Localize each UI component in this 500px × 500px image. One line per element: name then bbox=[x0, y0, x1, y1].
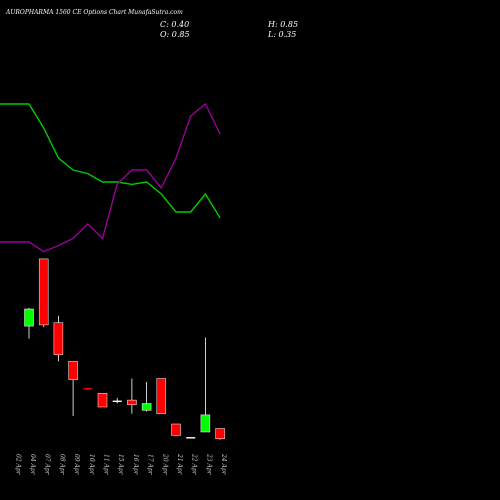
candle-body bbox=[83, 388, 93, 390]
candle-body bbox=[186, 437, 196, 439]
x-tick-label: 02 Apr bbox=[14, 454, 21, 476]
x-tick-label: 15 Apr bbox=[117, 454, 124, 476]
candles bbox=[24, 258, 225, 440]
candle bbox=[38, 258, 49, 328]
candle bbox=[53, 315, 64, 362]
x-axis-labels: 02 Apr 04 Apr 07 Apr 08 Apr 09 Apr 10 Apr 11 A… bbox=[14, 453, 227, 476]
x-tick-label: 04 Apr bbox=[29, 454, 36, 476]
x-tick-label: 09 Apr bbox=[73, 454, 80, 476]
x-tick-label: 20 Apr bbox=[161, 453, 168, 476]
candle-body bbox=[141, 403, 152, 411]
candle-body bbox=[171, 423, 181, 436]
x-tick-label: 16 Apr bbox=[132, 454, 139, 476]
candle-body bbox=[112, 400, 122, 402]
candle-body bbox=[68, 361, 78, 380]
candle bbox=[156, 378, 167, 415]
candle bbox=[186, 437, 196, 439]
high-value: H: 0.85 bbox=[268, 20, 299, 29]
x-tick-label: 07 Apr bbox=[44, 454, 51, 476]
candle-body bbox=[97, 393, 108, 408]
candle bbox=[112, 397, 122, 404]
candle bbox=[68, 361, 78, 416]
x-tick-label: 08 Apr bbox=[58, 454, 65, 476]
candle bbox=[83, 388, 93, 390]
open-value: O: 0.85 bbox=[160, 30, 190, 39]
candle-body bbox=[200, 414, 211, 433]
candle-body bbox=[156, 378, 167, 415]
x-tick-label: 10 Apr bbox=[88, 454, 95, 476]
x-tick-label: 17 Apr bbox=[147, 454, 154, 476]
candle bbox=[127, 378, 137, 414]
x-tick-label: 21 Apr bbox=[176, 453, 183, 476]
green-indicator-line bbox=[0, 103, 221, 219]
candle bbox=[200, 337, 211, 433]
candle bbox=[171, 423, 181, 436]
candle-body bbox=[215, 428, 225, 439]
x-tick-label: 11 Apr bbox=[103, 454, 110, 476]
close-value: C: 0.40 bbox=[160, 20, 190, 29]
candle bbox=[97, 393, 108, 408]
indicator-lines bbox=[0, 102, 221, 253]
purple-indicator-line bbox=[0, 102, 221, 253]
candle-body bbox=[127, 399, 137, 405]
x-tick-label: 22 Apr bbox=[191, 453, 198, 476]
candle-body bbox=[53, 322, 64, 355]
x-tick-label: 23 Apr bbox=[205, 453, 212, 476]
candle-body bbox=[38, 258, 49, 326]
candle bbox=[215, 428, 225, 440]
x-tick-label: 24 Apr bbox=[220, 453, 227, 476]
chart-title: AUROPHARMA 1560 CE Options Chart MunafaS… bbox=[6, 9, 183, 16]
candle bbox=[24, 307, 34, 339]
candle bbox=[141, 381, 152, 412]
low-value: L: 0.35 bbox=[268, 30, 297, 39]
candle-body bbox=[24, 308, 34, 327]
